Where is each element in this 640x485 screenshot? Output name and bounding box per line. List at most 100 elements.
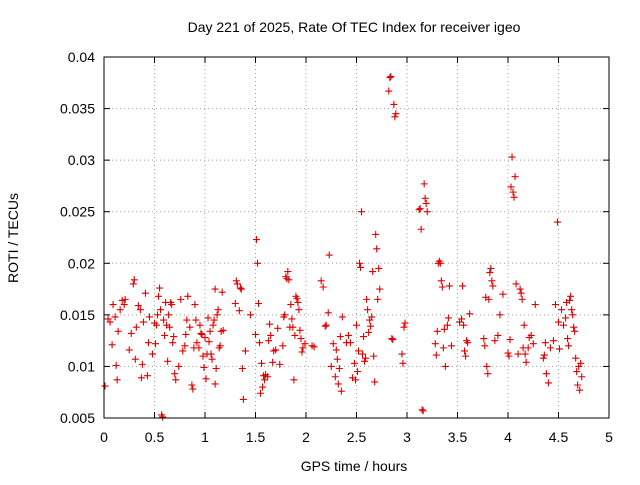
data-points [101, 73, 586, 421]
data-point [195, 344, 203, 352]
data-point [504, 349, 512, 357]
data-point [549, 337, 557, 345]
data-point [289, 323, 297, 331]
data-point [444, 314, 452, 322]
data-point [578, 373, 586, 381]
data-point [539, 354, 547, 362]
y-tick-label: 0.04 [68, 49, 95, 65]
data-point [447, 342, 455, 350]
data-point [177, 295, 185, 303]
data-point [464, 339, 472, 347]
data-point [204, 314, 212, 322]
data-point [346, 339, 354, 347]
data-point [160, 316, 168, 324]
data-point [569, 311, 577, 319]
data-point [359, 350, 367, 358]
data-point [241, 347, 249, 355]
data-point [159, 413, 167, 421]
data-point [322, 321, 330, 329]
y-tick-label: 0.005 [60, 410, 95, 426]
data-point [279, 342, 287, 350]
data-point [168, 301, 176, 309]
y-tick-label: 0.01 [68, 358, 95, 374]
data-point [137, 374, 145, 382]
data-point [360, 333, 368, 341]
data-point [541, 339, 549, 347]
data-point [197, 329, 205, 337]
data-point [184, 292, 192, 300]
data-point [130, 276, 138, 284]
data-point [458, 315, 466, 323]
data-point [231, 300, 239, 308]
data-point [310, 343, 318, 351]
data-point [524, 344, 532, 352]
data-point [214, 306, 222, 314]
data-point [508, 153, 516, 161]
x-tick-label: 3 [403, 429, 411, 445]
data-point [459, 282, 467, 290]
y-tick-label: 0.03 [68, 152, 95, 168]
data-point [288, 315, 296, 323]
data-point [281, 311, 289, 319]
y-axis-title: ROTI / TECUs [5, 193, 21, 283]
y-tick-label: 0.015 [60, 307, 95, 323]
data-point [272, 346, 280, 354]
axes: 0 0.5 1 1.5 2 2.5 3 3.5 4 4.5 5 0.005 0.01 0.015 0.02 0… [60, 49, 613, 445]
data-point [546, 344, 554, 352]
data-point [246, 311, 254, 319]
data-point [111, 313, 119, 321]
data-point [182, 330, 190, 338]
x-tick-label: 2.5 [347, 429, 367, 445]
data-point [116, 306, 124, 314]
data-point [355, 347, 363, 355]
data-point [121, 295, 129, 303]
y-tick-label: 0.035 [60, 101, 95, 117]
data-point [213, 311, 221, 319]
data-point [143, 372, 151, 380]
data-point [181, 342, 189, 350]
data-point [175, 362, 183, 370]
data-point [131, 355, 139, 363]
data-point [573, 368, 581, 376]
data-point [499, 290, 507, 298]
data-point [218, 288, 226, 296]
data-point [564, 335, 572, 343]
data-point [439, 344, 447, 352]
data-point [484, 370, 492, 378]
data-point [460, 321, 468, 329]
data-point [507, 183, 515, 191]
data-point [516, 285, 524, 293]
data-point [239, 395, 247, 403]
data-point [522, 358, 530, 366]
data-point [461, 347, 469, 355]
data-point [238, 364, 246, 372]
data-point [423, 208, 431, 216]
data-point [324, 309, 332, 317]
data-point [136, 306, 144, 314]
data-point [290, 376, 298, 384]
data-point [489, 282, 497, 290]
data-point [332, 346, 340, 354]
x-tick-label: 0.5 [145, 429, 165, 445]
data-point [462, 352, 470, 360]
data-point [209, 321, 217, 329]
data-point [235, 307, 243, 315]
data-point [415, 206, 423, 214]
data-point [317, 277, 325, 285]
data-point [572, 354, 580, 362]
data-point [144, 339, 152, 347]
data-point [555, 318, 562, 326]
data-point [392, 110, 400, 118]
data-point [432, 351, 440, 359]
data-point [440, 325, 448, 333]
data-point [437, 277, 445, 285]
data-point [375, 264, 383, 272]
data-point [294, 298, 302, 306]
data-point [485, 295, 493, 303]
data-point [206, 327, 214, 335]
data-point [252, 330, 259, 338]
data-point [363, 295, 371, 303]
data-point [571, 327, 579, 335]
data-point [385, 87, 393, 95]
